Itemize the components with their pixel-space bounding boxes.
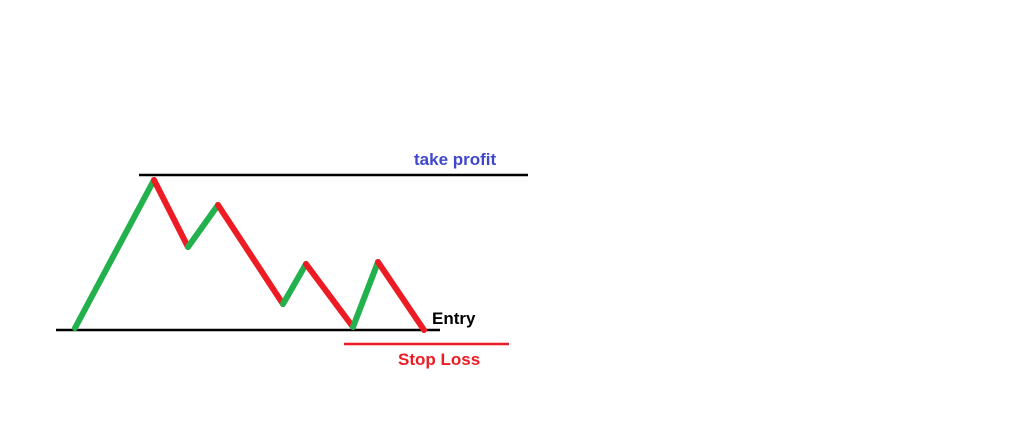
price-segment-down [151, 177, 191, 250]
price-segment-down [375, 259, 427, 333]
entry-label: Entry [432, 309, 476, 328]
price-path [72, 177, 427, 333]
take-profit-label: take profit [414, 150, 497, 169]
price-segment-up [280, 261, 309, 307]
price-segment-up [185, 202, 221, 250]
price-segment-down [303, 261, 356, 330]
price-segment-down [215, 202, 286, 307]
stop-loss-label: Stop Loss [398, 350, 480, 369]
price-segment-up [350, 259, 381, 330]
price-segment-up [72, 177, 157, 331]
